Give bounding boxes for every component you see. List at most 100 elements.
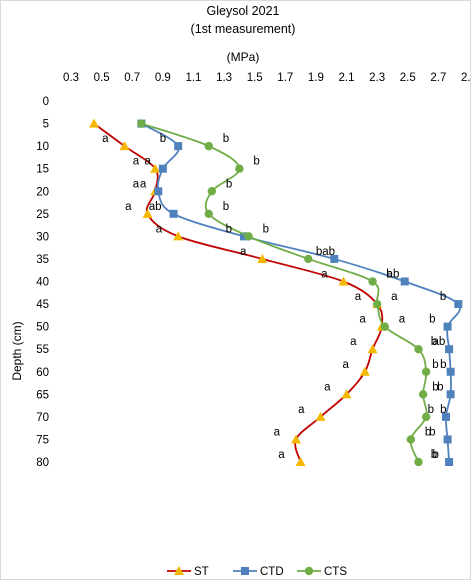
x-tick-label: 0.3 <box>63 72 79 84</box>
x-tick-label: 1.3 <box>216 72 232 84</box>
significance-label-st: a <box>102 133 109 145</box>
legend-item-cts: CTS <box>297 566 347 578</box>
significance-label-cts: b <box>437 381 443 393</box>
significance-label-cts: b <box>226 178 232 190</box>
data-point-cts <box>304 254 313 264</box>
x-tick-label: 2.7 <box>430 72 446 84</box>
data-point-cts <box>244 232 253 241</box>
x-tick-label: 2.9 <box>461 72 471 84</box>
data-point-st <box>367 344 378 354</box>
legend: ST CTD CTS <box>167 566 347 578</box>
significance-label-cts: b <box>223 201 229 213</box>
data-point-cts <box>414 457 423 467</box>
data-point-st <box>295 457 306 466</box>
significance-label-cts: a <box>399 314 406 326</box>
data-point-st <box>142 208 153 218</box>
y-tick-label: 55 <box>36 344 49 356</box>
series-cts <box>137 119 431 467</box>
data-point-st <box>257 253 268 263</box>
significance-label-ctd: b <box>440 291 446 303</box>
significance-label-cts: b <box>223 133 229 145</box>
chart-subtitle: (1st measurement) <box>191 22 296 36</box>
data-point-ctd <box>445 345 454 354</box>
significance-label-st: a <box>321 269 328 281</box>
data-point-st <box>150 163 161 173</box>
data-point-cts <box>207 187 217 196</box>
significance-label-st: a <box>324 381 331 393</box>
data-point-st <box>338 276 349 286</box>
significance-label-ctd: b <box>386 269 392 281</box>
significance-label-ctd: b <box>431 336 437 348</box>
significance-label-cts: b <box>425 426 431 438</box>
y-tick-label: 20 <box>36 186 49 198</box>
data-point-st <box>88 118 99 128</box>
legend-label-ctd: CTD <box>260 566 284 578</box>
y-tick-label: 35 <box>36 254 49 266</box>
y-tick-label: 50 <box>36 322 49 334</box>
significance-label-ctd: b <box>316 246 322 258</box>
x-tick-label: 1.1 <box>185 72 201 84</box>
x-tick-label: 1.7 <box>277 72 293 84</box>
significance-label-cts: ab <box>432 336 445 348</box>
data-point-cts <box>418 390 428 399</box>
data-point-ctd <box>446 367 455 376</box>
data-point-st <box>315 411 326 421</box>
data-point-cts <box>368 277 377 286</box>
x-tick-label: 0.9 <box>155 72 171 84</box>
data-point-ctd <box>443 322 452 331</box>
data-point-ctd <box>442 412 451 421</box>
significance-label-ctd: b <box>428 404 434 416</box>
significance-label-cts: b <box>440 404 446 416</box>
data-point-ctd <box>158 164 167 173</box>
data-point-cts <box>421 412 431 422</box>
data-point-cts <box>204 141 213 151</box>
series-line-cts <box>141 122 428 463</box>
data-point-cts <box>406 435 416 444</box>
significance-label-ctd: b <box>429 314 435 326</box>
legend-marker-st <box>174 566 184 575</box>
x-tick-label: 2.1 <box>339 72 355 84</box>
significance-labels: aaaaaaaaaaaaaaabaaabbbbbbbbbbbbbbbbbabab… <box>102 133 446 461</box>
data-point-st <box>291 434 302 444</box>
significance-label-st: a <box>133 156 140 168</box>
data-point-cts <box>204 209 213 219</box>
series-line-ctd <box>140 122 461 463</box>
significance-label-ctd: b <box>226 223 232 235</box>
significance-label-ctd: b <box>432 381 438 393</box>
data-point-st <box>359 366 370 376</box>
significance-label-st: a <box>274 426 281 438</box>
data-point-ctd <box>330 254 339 263</box>
legend-marker-cts <box>304 566 314 576</box>
data-point-ctd <box>445 458 454 466</box>
significance-label-st: a <box>278 449 285 461</box>
significance-label-st: a <box>343 359 350 371</box>
significance-label-ctd: b <box>160 133 166 145</box>
y-tick-label: 65 <box>36 389 49 401</box>
x-tick-label: 2.3 <box>369 72 385 84</box>
data-point-ctd <box>454 300 463 309</box>
data-point-cts <box>372 299 382 309</box>
legend-item-ctd: CTD <box>233 566 284 578</box>
data-point-cts <box>421 367 431 376</box>
series-layer <box>88 118 463 467</box>
data-point-ctd <box>443 435 452 444</box>
y-tick-label: 40 <box>36 277 49 289</box>
x-tick-label: 2.5 <box>400 72 416 84</box>
x-tick-label: 0.5 <box>94 72 110 84</box>
x-tick-label: 1.9 <box>308 72 324 84</box>
series-line-st <box>93 122 384 463</box>
significance-label-cts: b <box>263 223 269 235</box>
y-tick-label: 5 <box>43 119 49 131</box>
legend-marker-ctd <box>241 567 249 575</box>
y-tick-label: 15 <box>36 164 49 176</box>
significance-label-cts: a <box>391 291 398 303</box>
data-point-st <box>341 389 352 399</box>
significance-label-ctd: a <box>140 178 147 190</box>
legend-item-st: ST <box>167 566 209 578</box>
y-tick-labels: 0 5 10 15 20 25 30 35 40 45 50 55 60 65 70 75 80 <box>36 96 49 469</box>
chart-title: Gleysol 2021 <box>207 4 280 18</box>
y-tick-label: 60 <box>36 367 49 379</box>
data-point-ctd <box>239 232 248 241</box>
